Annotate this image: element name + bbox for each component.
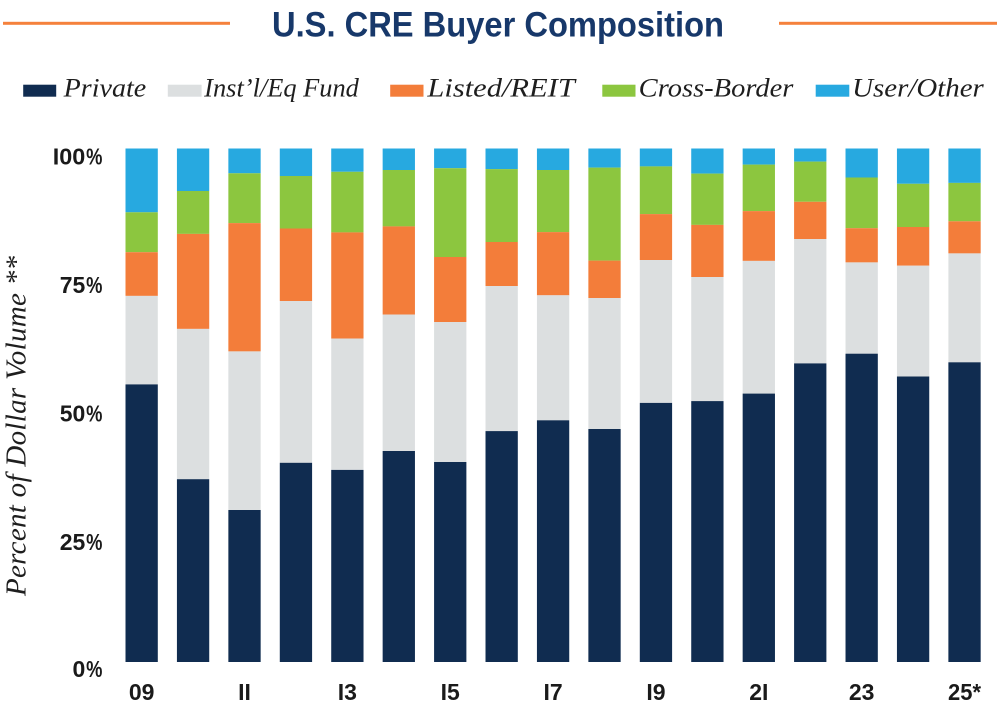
svg-text:I7: I7: [544, 679, 563, 705]
svg-text:50: 50: [60, 401, 86, 427]
svg-text:User/Other: User/Other: [852, 74, 985, 103]
svg-text:Listed/REIT: Listed/REIT: [426, 74, 576, 103]
svg-text:%: %: [86, 529, 102, 555]
svg-text:I5: I5: [441, 679, 460, 705]
svg-text:I9: I9: [646, 679, 665, 705]
svg-text:I00: I00: [53, 143, 86, 169]
svg-text:%: %: [86, 401, 102, 427]
svg-text:23: 23: [849, 679, 875, 705]
svg-text:Cross-Border: Cross-Border: [639, 74, 795, 103]
svg-text:75: 75: [60, 272, 86, 298]
svg-text:0: 0: [73, 656, 86, 682]
svg-text:I3: I3: [338, 679, 357, 705]
svg-text:Percent of Dollar Volume **: Percent of Dollar Volume **: [0, 256, 32, 598]
svg-text:%: %: [86, 143, 102, 169]
svg-text:25*: 25*: [948, 679, 981, 705]
svg-text:09: 09: [129, 679, 155, 705]
svg-text:U.S. CRE Buyer Composition: U.S. CRE Buyer Composition: [272, 5, 724, 44]
svg-text:%: %: [86, 656, 102, 682]
svg-text:2I: 2I: [749, 679, 768, 705]
svg-text:%: %: [86, 272, 102, 298]
svg-text:Inst’l/Eq Fund: Inst’l/Eq Fund: [203, 74, 360, 103]
svg-text:II: II: [238, 679, 251, 705]
svg-text:25: 25: [60, 529, 86, 555]
svg-text:Private: Private: [63, 74, 147, 103]
